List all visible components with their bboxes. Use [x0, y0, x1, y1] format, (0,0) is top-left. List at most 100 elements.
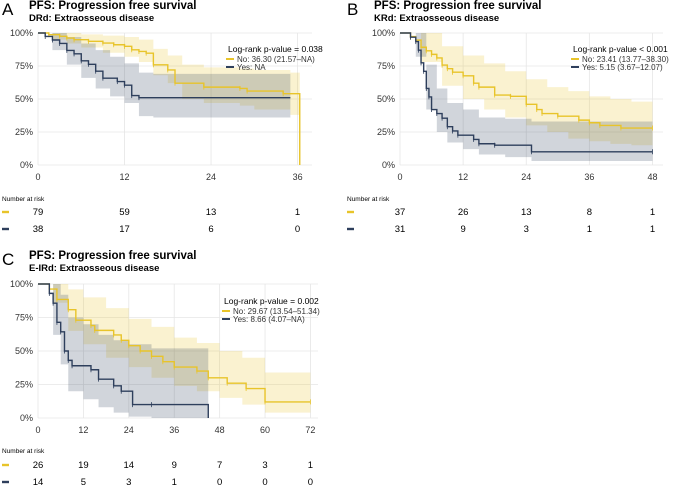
risk-count: 14 [33, 477, 44, 488]
risk-count: 31 [395, 224, 406, 235]
legend-entry-yes: Yes: NA [237, 63, 266, 72]
risk-table-title: Number at risk [2, 196, 45, 203]
x-tick-label: 24 [206, 172, 216, 182]
ci-band-yes [400, 33, 653, 162]
risk-count: 3 [262, 460, 267, 471]
risk-count: 1 [587, 224, 592, 235]
x-tick-label: 36 [169, 425, 179, 435]
risk-count: 59 [119, 207, 130, 218]
panel-subtitle: E-IRd: Extraosseous disease [29, 263, 160, 274]
risk-count: 26 [33, 460, 44, 471]
risk-count: 6 [208, 224, 213, 235]
ci-band-no [38, 33, 300, 165]
km-plot-c: 0% 25% 50% 75% 100% 0 12 24 36 48 60 72 Log-rank p-v… [2, 279, 320, 488]
risk-count: 7 [217, 460, 222, 471]
y-tick-label: 100% [10, 279, 33, 289]
pvalue-label: Log-rank p-value < 0.001 [573, 44, 668, 54]
x-tick-label: 60 [260, 425, 270, 435]
ci-band-yes [38, 284, 209, 418]
ci-band-no [38, 284, 311, 413]
y-tick-label: 100% [10, 28, 33, 38]
risk-count: 9 [172, 460, 177, 471]
risk-count: 1 [650, 207, 655, 218]
risk-count: 1 [308, 460, 313, 471]
risk-count: 19 [78, 460, 89, 471]
risk-table: Number at risk 79 59 13 1 38 17 6 0 [2, 196, 300, 235]
x-tick-label: 0 [35, 172, 40, 182]
y-tick-label: 75% [15, 313, 33, 323]
plot-area [37, 32, 312, 166]
y-tick-label: 75% [15, 61, 33, 71]
y-tick-label: 0% [382, 160, 395, 170]
risk-count: 1 [650, 224, 655, 235]
x-tick-label: 0 [397, 172, 402, 182]
legend-entry-no: No: 36.30 (21.57–NA) [237, 55, 315, 64]
y-tick-label: 25% [377, 127, 395, 137]
panel-letter: B [347, 0, 359, 19]
panel-title: PFS: Progression free survival [29, 0, 197, 12]
risk-count: 0 [217, 477, 222, 488]
panel-c: C PFS: Progression free survival E-IRd: … [0, 250, 340, 488]
legend-entry-yes: Yes: 8.66 (4.07–NA) [233, 315, 305, 324]
x-tick-label: 48 [215, 425, 225, 435]
km-plot-a: 0% 25% 50% 75% 100% 0 12 24 36 Log-rank p-value =… [2, 28, 323, 235]
risk-count: 37 [395, 207, 406, 218]
x-tick-label: 36 [293, 172, 303, 182]
pvalue-label: Log-rank p-value = 0.002 [224, 296, 319, 306]
panel-b: B PFS: Progression free survival KRd: Ex… [345, 0, 685, 245]
legend-entry-yes: Yes: 5.15 (3.67–12.07) [582, 63, 663, 72]
x-tick-label: 12 [458, 172, 468, 182]
ci-band-no [400, 33, 653, 146]
y-tick-label: 25% [15, 380, 33, 390]
risk-count: 1 [295, 207, 300, 218]
risk-count: 0 [295, 224, 300, 235]
ci-band-yes [38, 33, 291, 118]
risk-count: 38 [33, 224, 44, 235]
x-tick-label: 0 [35, 425, 40, 435]
x-tick-label: 12 [120, 172, 130, 182]
risk-count: 8 [587, 207, 592, 218]
panel-subtitle: KRd: Extraosseous disease [374, 13, 500, 24]
risk-count: 26 [458, 207, 469, 218]
risk-count: 1 [172, 477, 177, 488]
x-tick-label: 24 [521, 172, 531, 182]
risk-count: 3 [126, 477, 131, 488]
legend-entry-no: No: 29.67 (13.54–51.34) [233, 307, 320, 316]
risk-table-title: Number at risk [2, 448, 45, 455]
x-tick-label: 48 [647, 172, 657, 182]
plot-area [37, 283, 318, 419]
x-tick-label: 24 [124, 425, 134, 435]
x-tick-label: 12 [78, 425, 88, 435]
panel-title: PFS: Progression free survival [29, 250, 197, 262]
legend-entry-no: No: 23.41 (13.77–38.30) [582, 55, 669, 64]
y-tick-label: 50% [377, 94, 395, 104]
y-tick-label: 0% [20, 160, 33, 170]
risk-table-title: Number at risk [347, 196, 390, 203]
y-tick-label: 25% [15, 127, 33, 137]
y-tick-label: 50% [15, 346, 33, 356]
km-curve-no [38, 283, 311, 403]
pvalue-label: Log-rank p-value = 0.038 [228, 44, 323, 54]
km-plot-b: 0% 25% 50% 75% 100% 0 12 24 36 48 Log-rank p-value… [347, 28, 669, 235]
risk-count: 14 [124, 460, 135, 471]
x-tick-label: 36 [584, 172, 594, 182]
risk-count: 13 [206, 207, 217, 218]
x-tick-label: 72 [305, 425, 315, 435]
plot-area [399, 32, 663, 166]
panel-subtitle: DRd: Extraosseous disease [29, 13, 155, 24]
y-tick-label: 0% [20, 413, 33, 423]
panel-letter: C [2, 250, 15, 269]
risk-count: 79 [33, 207, 44, 218]
risk-count: 9 [460, 224, 465, 235]
y-tick-label: 50% [15, 94, 33, 104]
risk-count: 3 [524, 224, 529, 235]
y-tick-label: 75% [377, 61, 395, 71]
risk-count: 0 [262, 477, 267, 488]
panel-letter: A [2, 0, 14, 19]
panel-title: PFS: Progression free survival [374, 0, 542, 12]
risk-count: 17 [119, 224, 130, 235]
